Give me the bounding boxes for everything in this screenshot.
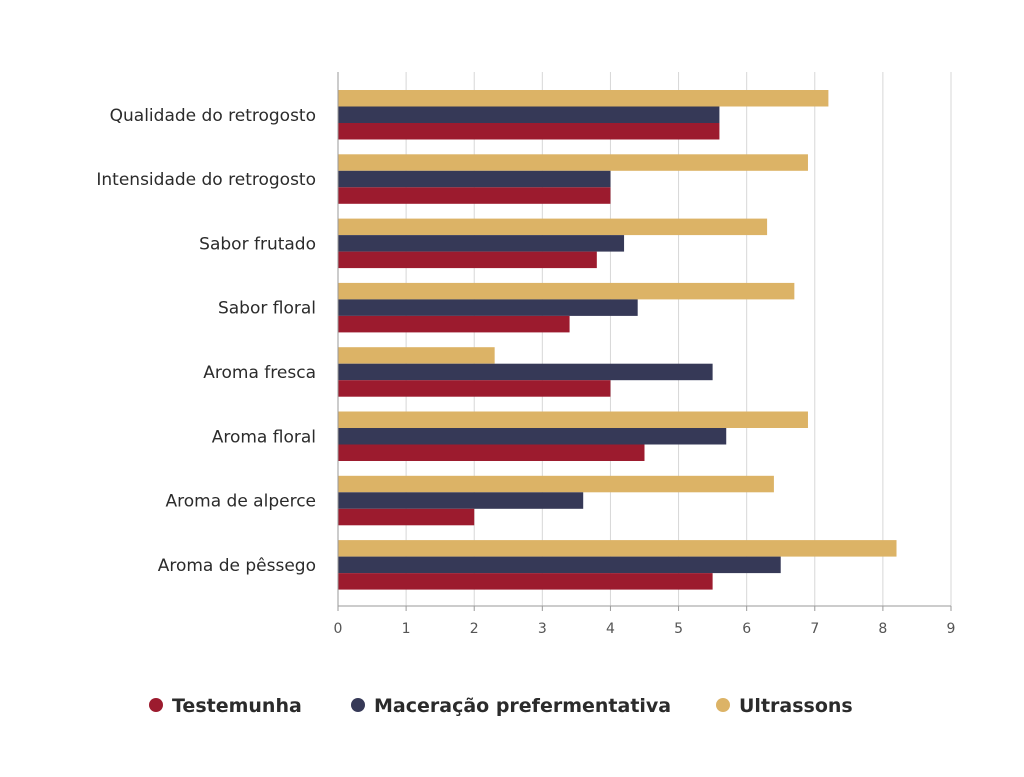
bar-testemunha-2 [338, 251, 597, 269]
bar-macera-o-prefermentativa-6 [338, 492, 584, 509]
legend-item-1: Maceração prefermentativa [351, 695, 671, 717]
legend-marker-2 [716, 698, 730, 712]
legend-label-2: Ultrassons [739, 695, 853, 717]
x-tick-label-4: 4 [606, 621, 615, 637]
bar-macera-o-prefermentativa-7 [338, 556, 781, 574]
bar-macera-o-prefermentativa-0 [338, 106, 720, 123]
bar-testemunha-0 [338, 123, 720, 140]
bar-macera-o-prefermentativa-3 [338, 299, 638, 316]
bar-ultrassons-5 [338, 411, 808, 428]
legend-item-2: Ultrassons [716, 695, 853, 717]
axes [337, 72, 952, 611]
category-label-5: Aroma floral [212, 427, 316, 447]
category-label-0: Qualidade do retrogosto [110, 106, 316, 126]
x-tick-label-3: 3 [538, 621, 547, 637]
x-tick-labels: 0 1 2 3 4 5 6 7 8 9 [334, 621, 956, 637]
bar-testemunha-7 [338, 573, 713, 590]
bar-testemunha-4 [338, 380, 611, 397]
legend-marker-0 [149, 698, 163, 712]
category-labels: Qualidade do retrogosto Intensidade do re… [96, 106, 316, 576]
x-tick-label-0: 0 [334, 621, 343, 637]
x-tick-label-8: 8 [878, 621, 887, 637]
bar-ultrassons-7 [338, 540, 897, 557]
bar-macera-o-prefermentativa-4 [338, 363, 713, 381]
bar-ultrassons-6 [338, 475, 774, 493]
x-tick-label-5: 5 [674, 621, 683, 637]
bar-macera-o-prefermentativa-5 [338, 428, 727, 445]
bar-ultrassons-0 [338, 90, 829, 107]
x-tick-label-2: 2 [470, 621, 479, 637]
legend-marker-1 [351, 698, 365, 712]
legend-label-1: Maceração prefermentativa [374, 695, 671, 717]
category-label-3: Sabor floral [218, 299, 316, 319]
category-label-1: Intensidade do retrogosto [96, 170, 316, 190]
category-label-7: Aroma de pêssego [158, 556, 316, 576]
x-tick-label-9: 9 [947, 621, 956, 637]
bars [338, 90, 897, 590]
x-tick-label-6: 6 [742, 621, 751, 637]
legend: Testemunha Maceração prefermentativa Ultra… [149, 695, 853, 717]
bar-ultrassons-4 [338, 347, 495, 364]
bar-ultrassons-3 [338, 282, 795, 300]
bar-testemunha-3 [338, 315, 570, 333]
category-label-6: Aroma de alperce [166, 492, 317, 512]
category-label-2: Sabor frutado [199, 234, 316, 254]
bar-macera-o-prefermentativa-2 [338, 235, 625, 252]
bar-macera-o-prefermentativa-1 [338, 170, 611, 188]
legend-label-0: Testemunha [172, 695, 302, 717]
bar-ultrassons-2 [338, 218, 768, 236]
bar-testemunha-5 [338, 444, 645, 461]
x-tick-label-1: 1 [402, 621, 411, 637]
x-tick-label-7: 7 [810, 621, 819, 637]
bar-testemunha-1 [338, 187, 611, 204]
bar-ultrassons-1 [338, 154, 808, 171]
category-label-4: Aroma fresca [203, 363, 316, 383]
grid-lines [405, 72, 952, 606]
legend-item-0: Testemunha [149, 695, 302, 717]
bar-testemunha-6 [338, 508, 475, 526]
